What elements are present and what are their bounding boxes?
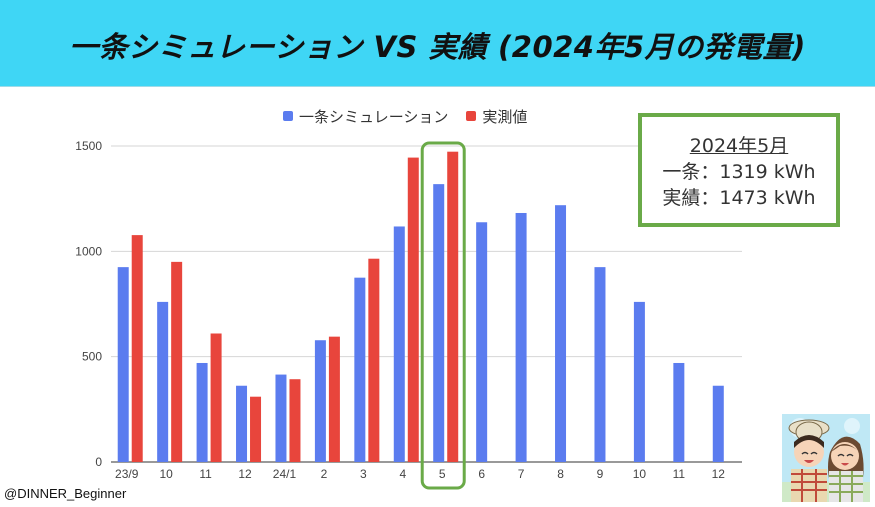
annotation-line-actual: 実績：1473 kWh [662, 187, 816, 209]
bar-actual [210, 333, 222, 462]
bar-actual [171, 261, 183, 462]
x-tick-label: 12 [712, 467, 726, 481]
annotation-line-sim: 一条：1319 kWh [662, 161, 816, 183]
bar-simulation [594, 267, 606, 462]
page-title: 一条シミュレーション VS 実績 (2024年5月の発電量) [69, 30, 806, 64]
bar-simulation [393, 226, 405, 462]
bar-actual [407, 157, 419, 462]
bar-simulation [354, 277, 366, 462]
bar-simulation [673, 362, 685, 462]
avatar-illustration [782, 414, 870, 502]
bar-simulation [117, 267, 129, 462]
bar-actual [328, 336, 340, 462]
x-tick-label: 2 [321, 467, 328, 481]
legend-swatch-actual [466, 111, 477, 121]
bar-simulation [476, 222, 488, 462]
bar-simulation [633, 301, 645, 462]
legend-label-actual: 実測値 [482, 107, 528, 126]
bar-simulation [275, 374, 287, 462]
bar-simulation [433, 184, 445, 462]
bar-simulation [314, 340, 326, 462]
x-tick-label: 11 [673, 467, 686, 481]
y-tick-label: 1500 [75, 139, 102, 153]
x-tick-label: 10 [633, 467, 647, 481]
legend-item-actual: 実測値 [466, 106, 527, 127]
x-tick-label: 24/1 [273, 467, 297, 481]
x-tick-label: 12 [238, 467, 252, 481]
bar-simulation [712, 385, 724, 462]
bar-simulation [196, 362, 208, 462]
credit-handle: @DINNER_Beginner [4, 486, 127, 501]
x-tick-label: 9 [597, 467, 604, 481]
bar-simulation [515, 212, 527, 462]
x-tick-label: 23/9 [115, 467, 139, 481]
y-tick-label: 0 [95, 455, 102, 469]
x-tick-label: 11 [199, 467, 212, 481]
annotation-heading: 2024年5月 [689, 135, 789, 157]
x-tick-label: 5 [439, 467, 446, 481]
x-tick-label: 4 [399, 467, 406, 481]
x-tick-label: 6 [478, 467, 485, 481]
chart-legend: 一条シミュレーション 実測値 [283, 105, 545, 127]
x-tick-label: 10 [159, 467, 173, 481]
bar-actual [447, 151, 459, 463]
x-tick-label: 7 [518, 467, 525, 481]
bar-simulation [157, 301, 169, 462]
x-tick-label: 3 [360, 467, 367, 481]
y-tick-label: 1000 [75, 244, 102, 258]
highlight-frame [420, 141, 466, 490]
header-banner: 一条シミュレーション VS 実績 (2024年5月の発電量) [0, 0, 875, 87]
bar-simulation [236, 385, 248, 462]
legend-swatch-sim [283, 111, 293, 121]
annotation-box: 2024年5月 一条：1319 kWh 実績：1473 kWh [638, 113, 840, 227]
bar-simulation [555, 205, 567, 462]
bar-actual [289, 379, 301, 462]
x-tick-label: 8 [557, 467, 564, 481]
bar-actual [368, 258, 380, 462]
bar-actual [131, 235, 143, 462]
bar-actual [250, 396, 262, 462]
y-tick-label: 500 [82, 350, 102, 364]
legend-item-sim: 一条シミュレーション [283, 106, 448, 127]
legend-label-sim: 一条シミュレーション [299, 107, 449, 126]
